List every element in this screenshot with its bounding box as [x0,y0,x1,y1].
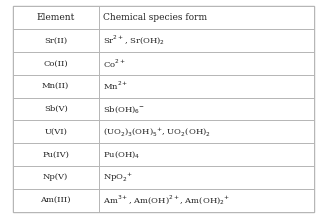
Bar [99,121,314,143]
Text: Co(II): Co(II) [43,59,68,67]
Text: Sr(II): Sr(II) [44,37,67,45]
Bar [13,98,99,121]
Bar [13,29,99,52]
Text: Am(III): Am(III) [40,196,71,204]
Bar [13,166,99,189]
Bar [99,166,314,189]
Bar [99,98,314,121]
Text: Np(V): Np(V) [43,173,68,181]
Text: Mn(II): Mn(II) [42,82,69,90]
Text: Am$^{3+}$, Am(OH)$^{2+}$, Am(OH)$_{2}$$^{+}$: Am$^{3+}$, Am(OH)$^{2+}$, Am(OH)$_{2}$$^… [103,194,230,207]
Text: Chemical species form: Chemical species form [103,13,207,22]
Bar [13,52,99,75]
Bar [99,75,314,98]
Text: Pu(IV): Pu(IV) [42,151,69,159]
Text: Sb(OH)$_{6}$$^{-}$: Sb(OH)$_{6}$$^{-}$ [103,104,146,114]
Bar [13,6,99,29]
Text: Sb(V): Sb(V) [44,105,68,113]
Text: U(VI): U(VI) [44,128,67,136]
Text: NpO$_{2}$$^{+}$: NpO$_{2}$$^{+}$ [103,171,133,184]
Text: Pu(OH)$_{4}$: Pu(OH)$_{4}$ [103,149,140,160]
Bar [13,121,99,143]
Text: Element: Element [36,13,75,22]
Bar [99,143,314,166]
Bar [99,52,314,75]
Text: Mn$^{2+}$: Mn$^{2+}$ [103,80,129,92]
Bar [13,189,99,212]
Text: (UO$_{2}$)$_{3}$(OH)$_{5}$$^{+}$, UO$_{2}$(OH)$_{2}$: (UO$_{2}$)$_{3}$(OH)$_{5}$$^{+}$, UO$_{2… [103,125,211,138]
Bar [13,75,99,98]
Bar [99,6,314,29]
Bar [99,29,314,52]
Bar [13,143,99,166]
Text: Co$^{2+}$: Co$^{2+}$ [103,57,126,70]
Text: Sr$^{2+}$, Sr(OH)$_{2}$: Sr$^{2+}$, Sr(OH)$_{2}$ [103,34,165,47]
Bar [99,189,314,212]
